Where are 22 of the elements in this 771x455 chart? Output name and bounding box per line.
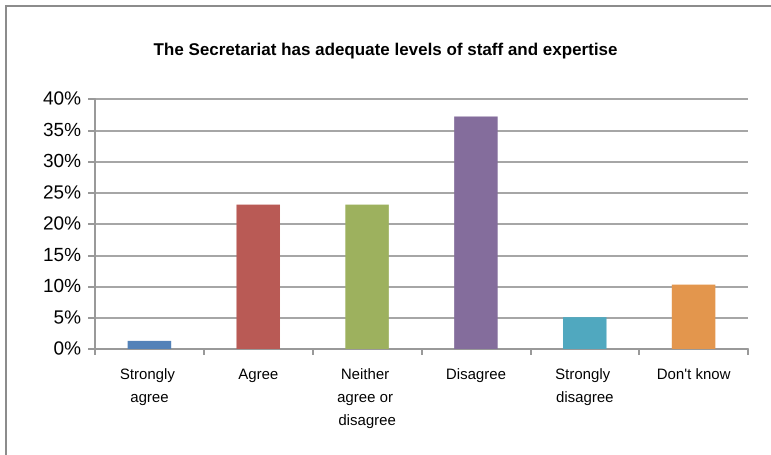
bar xyxy=(562,317,607,349)
y-tick-label: 5% xyxy=(54,307,82,328)
chart-title: The Secretariat has adequate levels of staff and expertise xyxy=(154,40,618,59)
bar xyxy=(672,284,716,349)
x-tick-label: Strongly agree xyxy=(120,366,180,406)
bar xyxy=(128,340,172,349)
x-tick-label: Strongly disagree xyxy=(555,366,614,406)
x-tick-label: Disagree xyxy=(446,366,506,383)
y-tick-label: 25% xyxy=(42,182,82,204)
y-tick-label: 15% xyxy=(42,244,82,266)
x-tick-label: Agree xyxy=(238,366,278,383)
bar xyxy=(345,204,389,349)
x-tick-label: Don't know xyxy=(656,366,731,383)
y-tick-label: 0% xyxy=(54,338,82,360)
x-tick-label: Neither agree or disagree xyxy=(337,366,398,429)
y-tick-label: 40% xyxy=(42,88,82,110)
y-tick-label: 10% xyxy=(42,276,82,297)
y-tick-label: 20% xyxy=(42,214,82,234)
y-tick-label: 30% xyxy=(42,151,82,172)
y-tick-label: 35% xyxy=(42,120,82,141)
bar xyxy=(454,116,498,349)
bar xyxy=(236,204,280,349)
